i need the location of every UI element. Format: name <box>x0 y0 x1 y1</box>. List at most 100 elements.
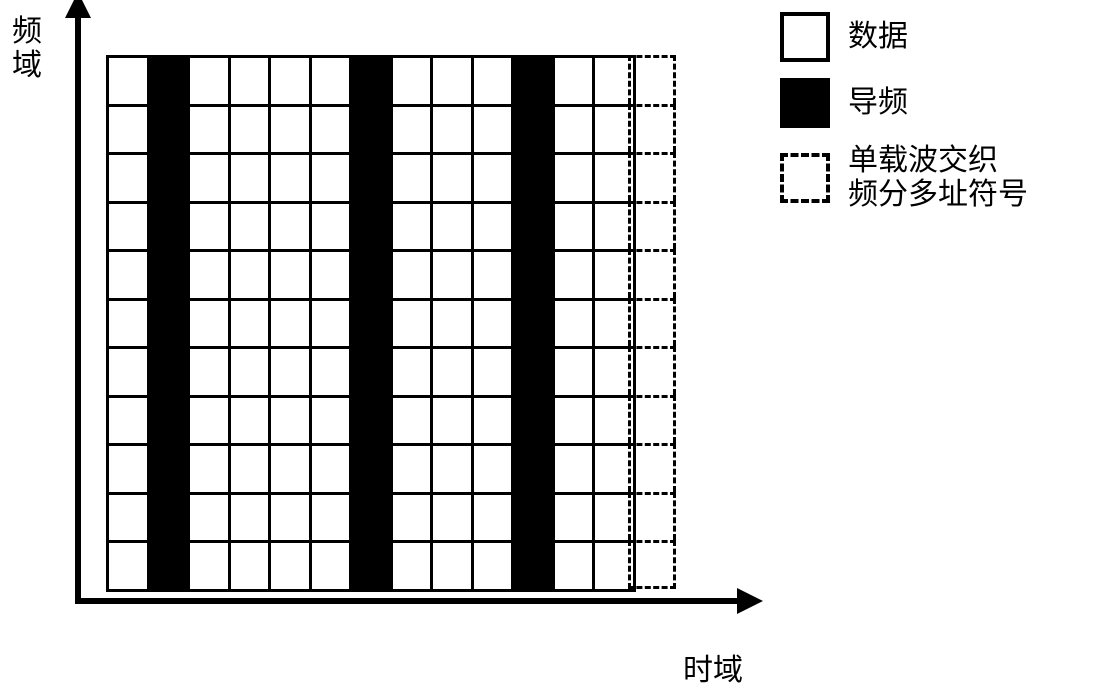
pilot-cell <box>150 55 188 107</box>
data-cell <box>231 349 269 398</box>
pilot-cell <box>150 252 188 301</box>
pilot-cell <box>150 107 188 156</box>
pilot-cell <box>514 543 552 592</box>
pilot-cell <box>352 55 390 107</box>
pilot-cell <box>514 398 552 447</box>
data-cell <box>474 107 512 156</box>
data-cell <box>271 398 309 447</box>
y-axis-label: 频域 <box>10 15 44 83</box>
data-cell <box>312 155 350 204</box>
data-cell <box>433 495 471 544</box>
data-cell <box>190 204 228 253</box>
data-cell <box>109 204 147 253</box>
data-cell <box>271 543 309 592</box>
pilot-cell <box>150 301 188 350</box>
data-cell <box>231 301 269 350</box>
figure-container: 频域 时域 数据 导频 单载波交织 频分多址符号 <box>0 0 1093 694</box>
data-cell <box>595 155 633 204</box>
data-cell <box>474 301 512 350</box>
symbol-column <box>628 55 676 585</box>
data-cell <box>312 107 350 156</box>
data-cell <box>190 301 228 350</box>
legend-label-pilot: 导频 <box>848 86 908 120</box>
data-cell <box>312 252 350 301</box>
data-cell <box>109 252 147 301</box>
legend-symbol-line1: 单载波交织 <box>848 144 998 177</box>
data-cell <box>312 301 350 350</box>
data-cell <box>474 55 512 107</box>
data-cell <box>433 543 471 592</box>
data-cell <box>393 252 431 301</box>
grid-column <box>190 55 231 592</box>
data-cell <box>393 398 431 447</box>
data-cell <box>433 252 471 301</box>
data-cell <box>190 349 228 398</box>
legend-item-data: 数据 <box>780 12 1028 62</box>
data-cell <box>474 155 512 204</box>
swatch-symbol-icon <box>780 153 830 203</box>
data-cell <box>231 55 269 107</box>
pilot-cell <box>150 155 188 204</box>
grid-column <box>271 55 312 592</box>
swatch-data-icon <box>780 12 830 62</box>
grid-column <box>474 55 515 592</box>
data-cell <box>555 349 593 398</box>
data-cell <box>433 107 471 156</box>
data-cell <box>393 155 431 204</box>
pilot-cell <box>150 543 188 592</box>
data-cell <box>312 349 350 398</box>
data-cell <box>595 204 633 253</box>
grid-column <box>433 55 474 592</box>
symbol-cell <box>628 298 676 347</box>
data-cell <box>595 398 633 447</box>
data-cell <box>109 155 147 204</box>
data-cell <box>595 252 633 301</box>
data-cell <box>555 204 593 253</box>
grid-column <box>106 55 150 592</box>
data-cell <box>474 252 512 301</box>
data-cell <box>555 155 593 204</box>
data-cell <box>190 398 228 447</box>
pilot-cell <box>514 55 552 107</box>
data-cell <box>595 543 633 592</box>
data-cell <box>231 155 269 204</box>
data-cell <box>231 495 269 544</box>
data-cell <box>474 204 512 253</box>
data-cell <box>433 155 471 204</box>
grid-column <box>514 55 555 592</box>
x-axis-label: 时域 <box>683 645 743 689</box>
data-cell <box>190 252 228 301</box>
data-cell <box>109 55 147 107</box>
symbol-cell <box>628 346 676 395</box>
data-cell <box>190 155 228 204</box>
data-cell <box>231 204 269 253</box>
pilot-cell <box>352 543 390 592</box>
grid-column <box>393 55 434 592</box>
data-cell <box>271 349 309 398</box>
grid-column <box>352 55 393 592</box>
data-cell <box>595 446 633 495</box>
pilot-cell <box>514 204 552 253</box>
data-cell <box>109 398 147 447</box>
data-cell <box>312 543 350 592</box>
data-cell <box>231 398 269 447</box>
legend-item-symbol: 单载波交织 频分多址符号 <box>780 144 1028 212</box>
data-cell <box>393 495 431 544</box>
data-cell <box>555 495 593 544</box>
data-cell <box>555 107 593 156</box>
data-cell <box>271 204 309 253</box>
data-cell <box>231 446 269 495</box>
grid-column <box>231 55 272 592</box>
legend-symbol-line2: 频分多址符号 <box>848 178 1028 211</box>
data-cell <box>231 543 269 592</box>
data-cell <box>312 495 350 544</box>
data-cell <box>474 349 512 398</box>
pilot-cell <box>352 155 390 204</box>
data-cell <box>312 398 350 447</box>
grid-column <box>555 55 596 592</box>
data-cell <box>271 495 309 544</box>
pilot-cell <box>352 495 390 544</box>
data-cell <box>555 398 593 447</box>
data-cell <box>555 55 593 107</box>
data-cell <box>109 349 147 398</box>
